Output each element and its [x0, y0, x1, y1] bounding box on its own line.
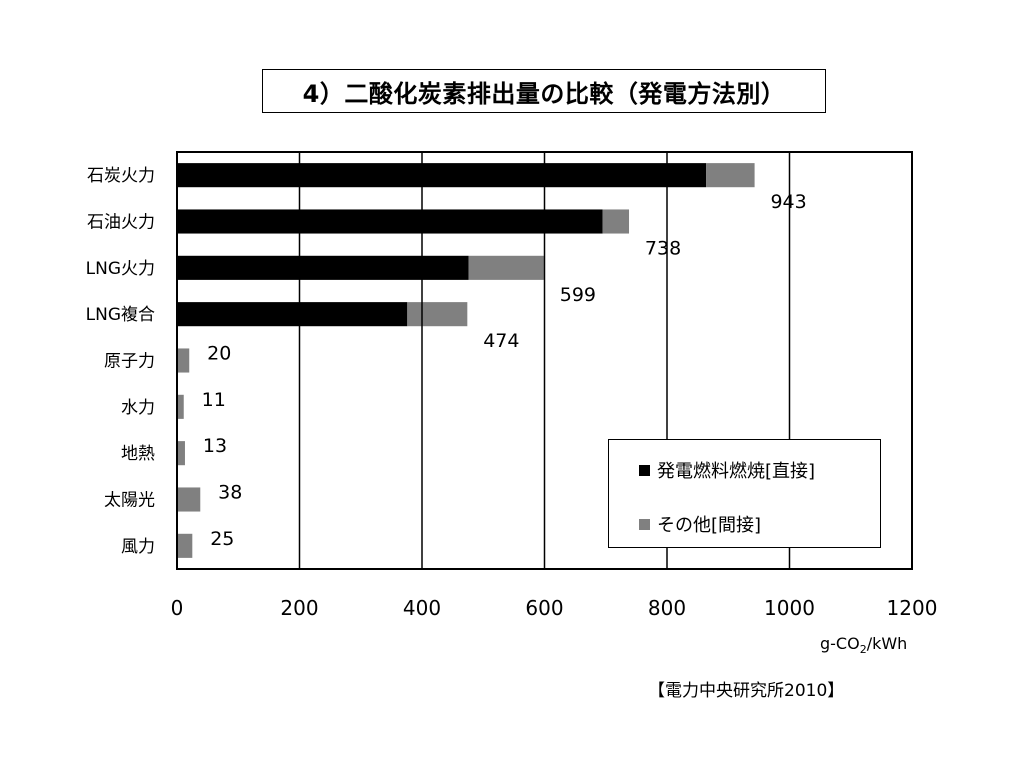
data-label-total: 474 — [483, 330, 519, 352]
x-tick-label: 1200 — [887, 596, 938, 620]
bar-direct — [177, 163, 707, 188]
unit-main: g-CO — [820, 634, 860, 653]
unit-tail: /kWh — [866, 634, 908, 653]
data-label-total: 20 — [207, 343, 231, 365]
legend-swatch-direct — [639, 464, 650, 476]
category-label: 風力 — [121, 537, 155, 557]
bar-indirect — [177, 487, 201, 512]
data-label-total: 599 — [560, 284, 596, 306]
unit-subscript: 2 — [859, 643, 867, 657]
bar-indirect — [177, 394, 184, 419]
category-label: 原子力 — [104, 352, 155, 372]
bar-indirect — [468, 255, 544, 280]
bar-indirect — [177, 441, 185, 466]
bar-indirect — [177, 348, 190, 373]
bar-indirect — [706, 163, 755, 188]
x-tick-label: 0 — [171, 596, 184, 620]
category-label: 水力 — [121, 398, 155, 418]
plot-frame — [176, 151, 913, 570]
x-tick-label: 600 — [525, 596, 563, 620]
category-label: 石炭火力 — [87, 166, 155, 186]
bar-indirect — [407, 302, 468, 327]
data-label-total: 25 — [210, 528, 234, 550]
category-label: 太陽光 — [104, 491, 155, 511]
x-tick-label: 400 — [403, 596, 441, 620]
bar-direct — [177, 209, 603, 234]
bar-indirect — [177, 533, 193, 558]
category-label: LNG複合 — [86, 305, 155, 325]
data-label-total: 13 — [203, 435, 227, 457]
legend-item-direct: 発電燃料燃焼[直接] — [639, 457, 815, 483]
chart-legend: 発電燃料燃焼[直接] その他[間接] — [608, 439, 881, 548]
bar-direct — [177, 255, 469, 280]
bar-indirect — [602, 209, 630, 234]
legend-label-direct: 発電燃料燃焼[直接] — [657, 461, 816, 482]
x-tick-label: 200 — [280, 596, 318, 620]
legend-item-indirect: その他[間接] — [639, 511, 761, 537]
x-tick-label: 1000 — [764, 596, 815, 620]
x-axis-unit: g-CO2/kWh — [820, 634, 907, 656]
legend-swatch-indirect — [639, 518, 650, 530]
data-label-total: 11 — [202, 389, 226, 411]
data-label-total: 738 — [645, 238, 681, 260]
data-label-total: 943 — [770, 191, 806, 213]
category-label: 石油火力 — [87, 213, 155, 233]
category-label: LNG火力 — [86, 259, 155, 279]
bar-direct — [177, 302, 408, 327]
source-note: 【電力中央研究所2010】 — [648, 681, 845, 701]
data-label-total: 38 — [218, 482, 242, 504]
category-label: 地熱 — [121, 444, 155, 464]
legend-label-indirect: その他[間接] — [657, 515, 762, 536]
x-tick-label: 800 — [648, 596, 686, 620]
chart-title: 4）二酸化炭素排出量の比較（発電方法別） — [262, 69, 826, 113]
